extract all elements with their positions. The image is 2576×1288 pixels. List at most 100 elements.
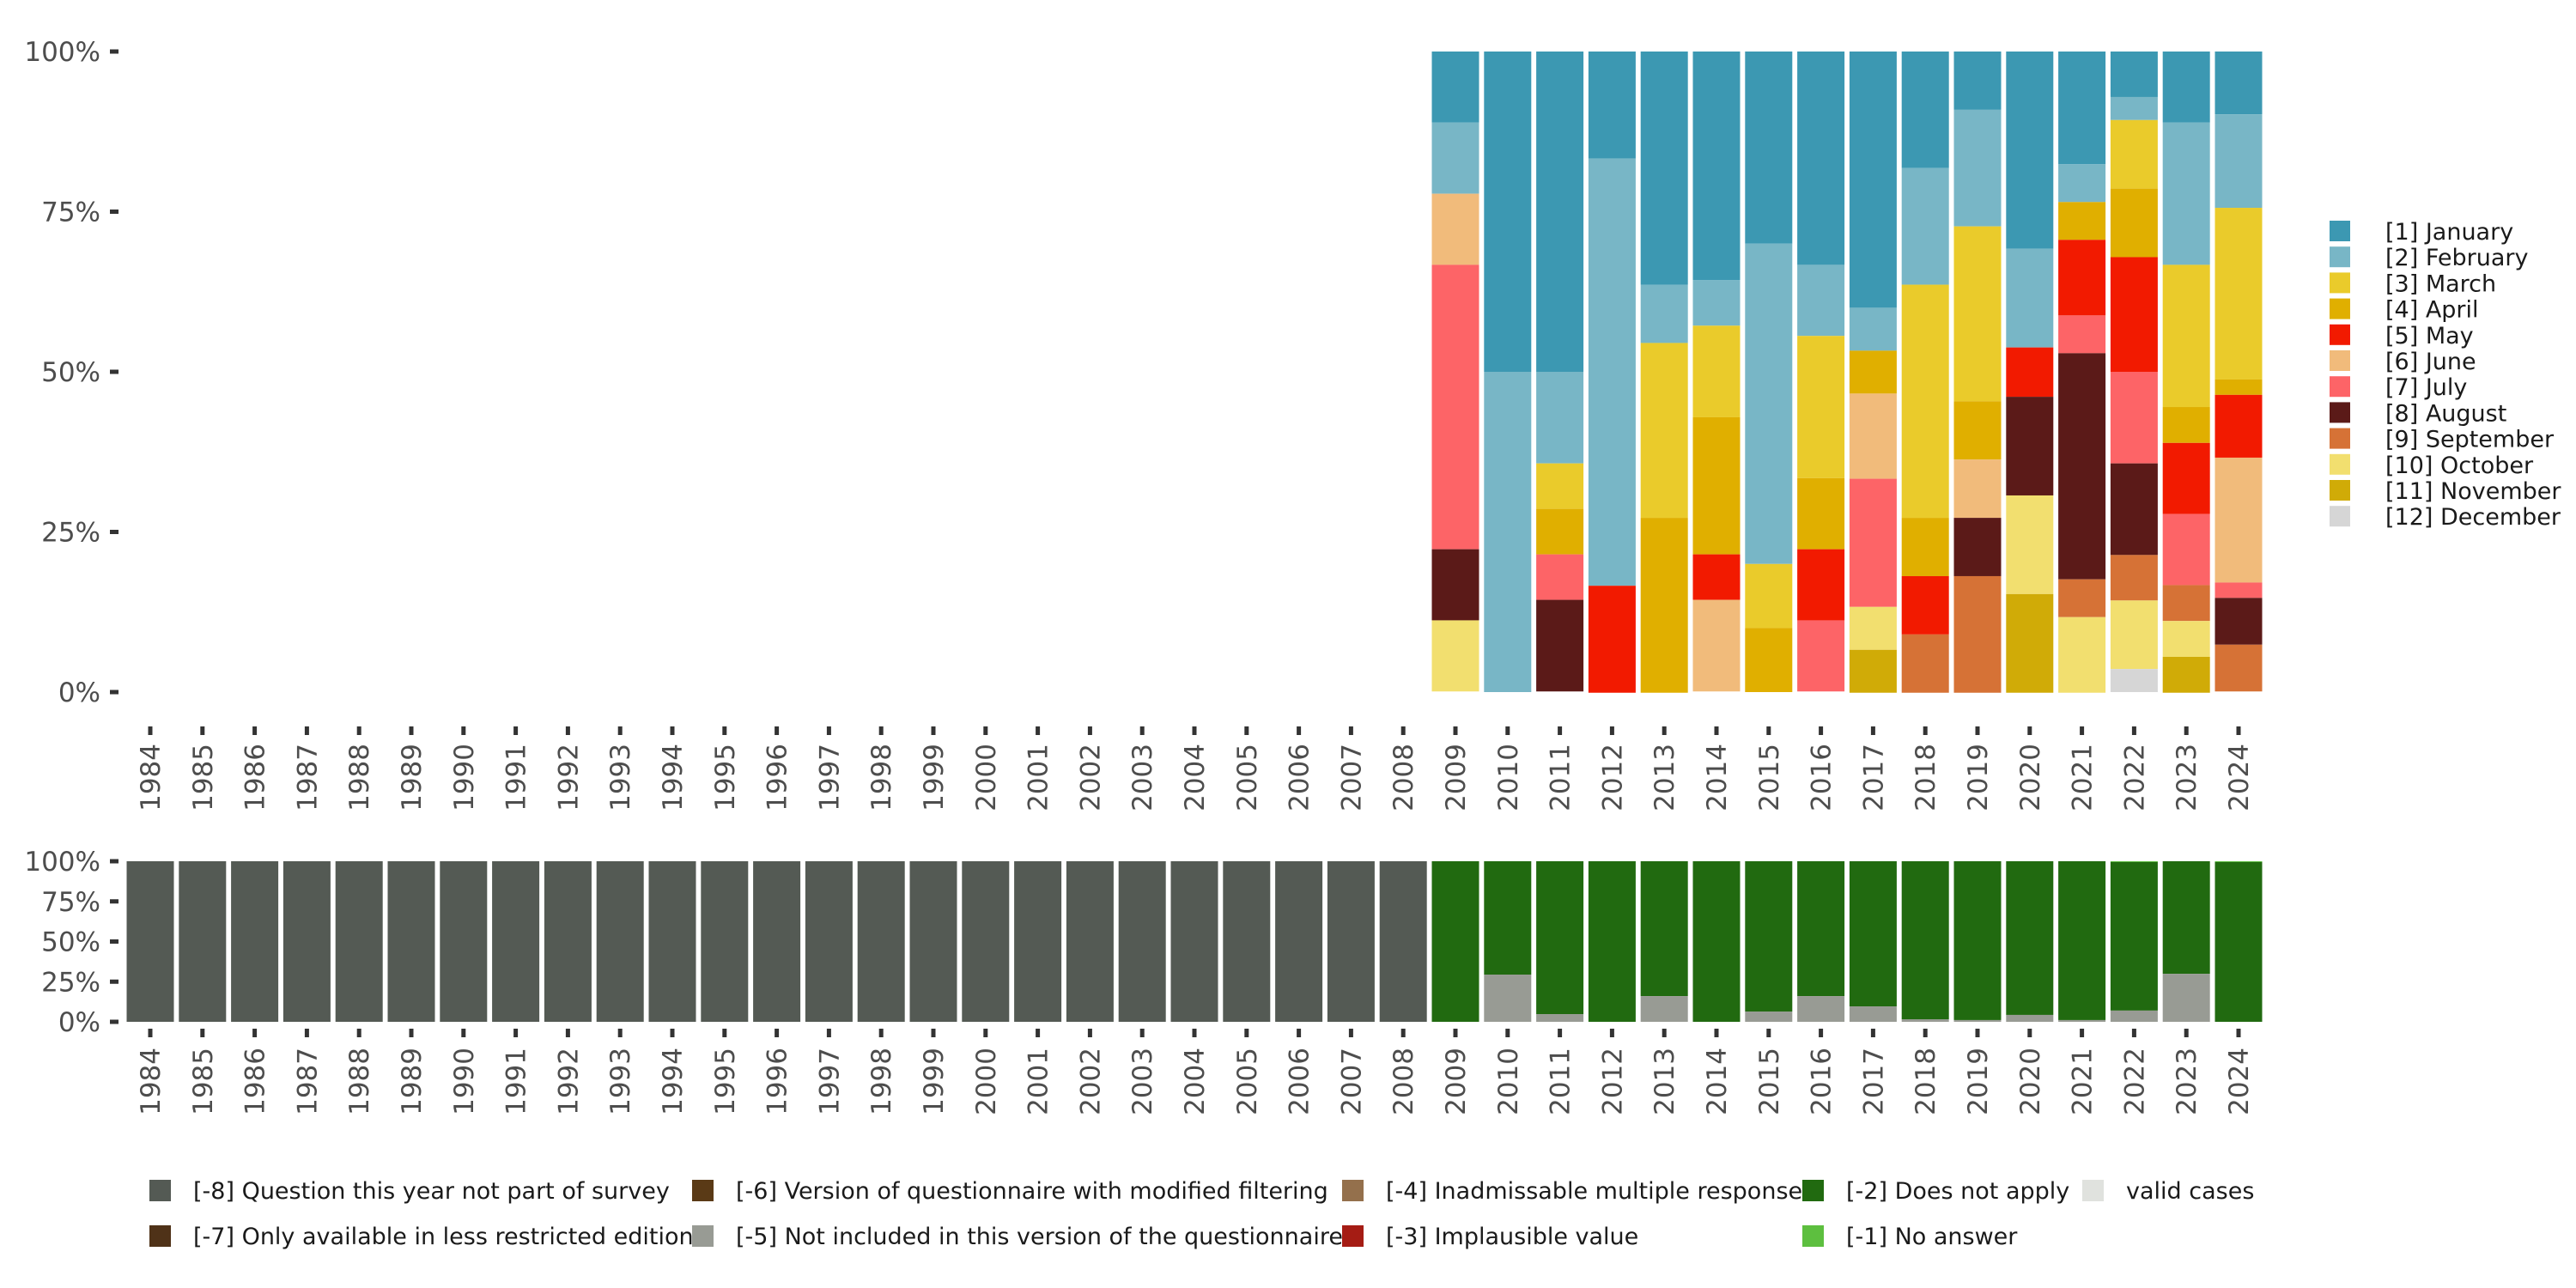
bottom-bar-segment [1536,1014,1584,1022]
bottom-legend-swatch [692,1225,714,1247]
bottom-legend-swatch [2082,1180,2104,1201]
top-xtick-label: 2000 [971,744,1002,811]
top-xtick-mark [2080,726,2085,735]
legend-label: [9] September [2385,427,2555,453]
bottom-xtick-mark [1244,1029,1249,1037]
top-xtick-label: 2021 [2068,744,2099,811]
top-xtick-mark [1558,726,1563,735]
legend-label: [5] May [2385,323,2474,349]
top-bar-segment [2215,582,2263,598]
bottom-xtick-mark [1558,1029,1563,1037]
top-bar-segment [1849,478,1897,607]
top-bar-segment [1797,549,1845,621]
bottom-xtick-label: 1999 [919,1048,950,1115]
top-xtick-mark [252,726,258,735]
bottom-bar-segment [1536,861,1584,1015]
bottom-ytick-mark [110,939,118,944]
top-bar-segment [1849,393,1897,479]
legend-label: [1] January [2385,219,2513,246]
top-bar-segment [1901,575,1949,635]
top-xtick-mark [1297,726,1302,735]
top-xtick-label: 1996 [762,744,793,811]
top-bar-segment [1953,226,2002,402]
top-bar-segment [1692,280,1741,326]
top-bar-segment [1953,518,2002,576]
bottom-bar-segment [857,861,905,1022]
bottom-xtick-label: 2008 [1388,1048,1419,1115]
bottom-xtick-mark [1453,1029,1458,1037]
legend-swatch [2330,506,2350,527]
bottom-bar-segment [1223,861,1271,1022]
top-bar-segment [2058,315,2106,354]
top-xtick-label: 1992 [553,744,584,811]
bottom-legend-swatch [692,1180,714,1201]
top-bar-segment [2162,52,2210,123]
legend-swatch [2330,221,2350,241]
bottom-xtick-mark [2131,1029,2136,1037]
legend-swatch [2330,453,2350,475]
bottom-xtick-label: 2003 [1127,1048,1158,1115]
top-bar-segment [2162,513,2210,586]
top-bar-segment [1484,52,1532,372]
bottom-xtick-mark [878,1029,884,1037]
top-bar-segment [1640,518,1688,693]
top-bar-segment [1953,575,2002,693]
bottom-bar-segment [2162,974,2210,1022]
bottom-xtick-mark [513,1029,519,1037]
bottom-xtick-mark [1505,1029,1510,1037]
top-xtick-label: 2009 [1441,744,1472,811]
bottom-xtick-mark [1819,1029,1824,1037]
bottom-bar-segment [2215,861,2263,1022]
bottom-bar-segment [909,861,957,1022]
bottom-bar-segment [231,861,279,1022]
top-bar-segment [1692,52,1741,281]
bottom-bar-segment [753,861,801,1022]
top-xtick-mark [148,726,153,735]
bottom-bar-segment [2110,1010,2158,1022]
bottom-xtick-label: 2018 [1911,1048,1941,1115]
top-bar-segment [2215,598,2263,645]
bottom-bar-segment [596,861,644,1022]
top-bar-segment [2110,52,2158,97]
bottom-xtick-mark [1348,1029,1353,1037]
top-bar-segment [1640,343,1688,519]
bottom-bar-segment [492,861,540,1022]
top-xtick-mark [1505,726,1510,735]
bottom-legend-swatch [1802,1180,1824,1201]
top-xtick-label: 1995 [710,744,741,811]
bottom-bar-segment [440,861,488,1022]
top-bar-segment [1849,307,1897,351]
top-bar-segment [1953,52,2002,110]
top-bar-segment [2058,353,2106,580]
top-ytick-label: 0% [58,677,100,708]
bottom-xtick-label: 1987 [292,1048,323,1115]
top-xtick-label: 2012 [1597,744,1628,811]
top-xtick-mark [617,726,623,735]
bottom-xtick-mark [931,1029,936,1037]
bottom-bar-segment [2110,861,2158,862]
top-bar-segment [1797,52,1845,265]
legend-swatch [2330,428,2350,449]
bottom-xtick-label: 1992 [553,1048,584,1115]
top-bar-segment [1797,620,1845,692]
top-bar-segment [2110,463,2158,556]
top-xtick-label: 1986 [240,744,271,811]
bottom-bar-segment [1953,861,2002,1020]
bottom-bar-segment [1953,1019,2002,1022]
top-bar-segment [1588,586,1636,693]
bottom-xtick-label: 1993 [605,1048,636,1115]
bottom-legend-label: [-1] No answer [1846,1224,2018,1250]
top-xtick-label: 2014 [1702,744,1733,811]
legend-label: [10] October [2385,453,2534,479]
bottom-bar-segment [1901,1019,1949,1022]
bottom-xtick-mark [670,1029,675,1037]
top-xtick-label: 1997 [814,744,845,811]
bottom-xtick-mark [148,1029,153,1037]
bottom-bar-segment [1797,996,1845,1022]
legend-label: [2] February [2385,245,2528,271]
top-ytick-label: 50% [41,357,100,388]
bottom-xtick-label: 1998 [866,1048,897,1115]
top-bar-segment [1953,459,2002,519]
bottom-xtick-label: 2009 [1441,1048,1472,1115]
top-xtick-mark [2184,726,2189,735]
